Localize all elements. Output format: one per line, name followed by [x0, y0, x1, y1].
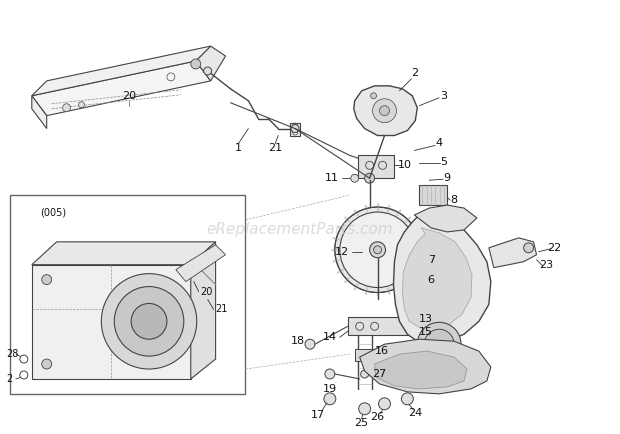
Text: 19: 19 [323, 384, 337, 394]
Text: eReplacementParts.com: eReplacementParts.com [206, 222, 393, 237]
Text: 20: 20 [122, 91, 136, 101]
Circle shape [361, 370, 369, 378]
Circle shape [374, 246, 381, 254]
Circle shape [305, 339, 315, 349]
Circle shape [191, 59, 201, 69]
Text: 18: 18 [291, 336, 305, 346]
Text: 21: 21 [268, 144, 282, 154]
Text: 16: 16 [374, 346, 389, 356]
Polygon shape [358, 155, 394, 178]
Polygon shape [32, 265, 191, 379]
Polygon shape [32, 242, 216, 265]
Circle shape [379, 106, 389, 115]
Polygon shape [355, 349, 374, 361]
Text: 27: 27 [373, 369, 387, 379]
Text: 1: 1 [235, 144, 242, 154]
Polygon shape [489, 238, 536, 268]
Polygon shape [394, 215, 491, 344]
Polygon shape [419, 185, 447, 205]
Text: 9: 9 [443, 173, 451, 183]
Text: 22: 22 [547, 243, 562, 253]
Text: (005): (005) [40, 207, 66, 217]
Text: 25: 25 [355, 418, 369, 427]
Text: 10: 10 [397, 160, 412, 170]
Polygon shape [290, 123, 300, 135]
Circle shape [42, 275, 51, 285]
Circle shape [365, 173, 374, 183]
Polygon shape [402, 228, 472, 329]
Polygon shape [374, 351, 467, 389]
Text: 7: 7 [428, 255, 435, 265]
Circle shape [359, 403, 371, 415]
Circle shape [379, 398, 391, 410]
Text: 3: 3 [441, 91, 448, 101]
Polygon shape [354, 86, 417, 135]
Circle shape [20, 371, 28, 379]
Polygon shape [196, 46, 226, 81]
Text: 2: 2 [411, 68, 418, 78]
Text: 28: 28 [6, 349, 19, 359]
Circle shape [373, 99, 396, 123]
Text: 12: 12 [335, 247, 349, 257]
Circle shape [370, 242, 386, 258]
Text: 15: 15 [419, 327, 433, 337]
Text: 13: 13 [419, 314, 433, 324]
Polygon shape [348, 317, 419, 335]
Text: 23: 23 [539, 260, 554, 270]
Circle shape [324, 393, 336, 405]
Circle shape [114, 286, 184, 356]
Polygon shape [414, 205, 477, 232]
Text: 14: 14 [323, 332, 337, 342]
Circle shape [524, 243, 534, 253]
Circle shape [325, 369, 335, 379]
Polygon shape [32, 96, 46, 128]
Text: 20: 20 [201, 286, 213, 296]
Polygon shape [191, 242, 216, 379]
Text: 17: 17 [311, 410, 325, 420]
Circle shape [101, 273, 197, 369]
Text: 6: 6 [428, 275, 435, 285]
Polygon shape [32, 61, 211, 115]
Circle shape [371, 93, 376, 99]
Circle shape [417, 322, 461, 366]
Text: 8: 8 [451, 195, 458, 205]
Circle shape [424, 329, 454, 359]
Polygon shape [10, 195, 246, 394]
Text: 4: 4 [436, 138, 443, 148]
Text: 26: 26 [371, 412, 384, 422]
Circle shape [42, 359, 51, 369]
Text: 2: 2 [6, 374, 12, 384]
Circle shape [204, 67, 211, 75]
Polygon shape [32, 46, 211, 96]
Text: 24: 24 [408, 408, 422, 418]
Polygon shape [176, 245, 226, 282]
Circle shape [351, 174, 359, 182]
Text: 21: 21 [216, 304, 228, 314]
Circle shape [79, 102, 84, 108]
Circle shape [131, 303, 167, 339]
Circle shape [20, 355, 28, 363]
Polygon shape [360, 339, 491, 394]
Circle shape [340, 212, 415, 288]
Circle shape [335, 207, 420, 293]
Circle shape [401, 393, 414, 405]
Text: 5: 5 [441, 158, 448, 168]
Circle shape [291, 125, 299, 132]
Text: 11: 11 [325, 173, 339, 183]
Circle shape [63, 104, 71, 112]
